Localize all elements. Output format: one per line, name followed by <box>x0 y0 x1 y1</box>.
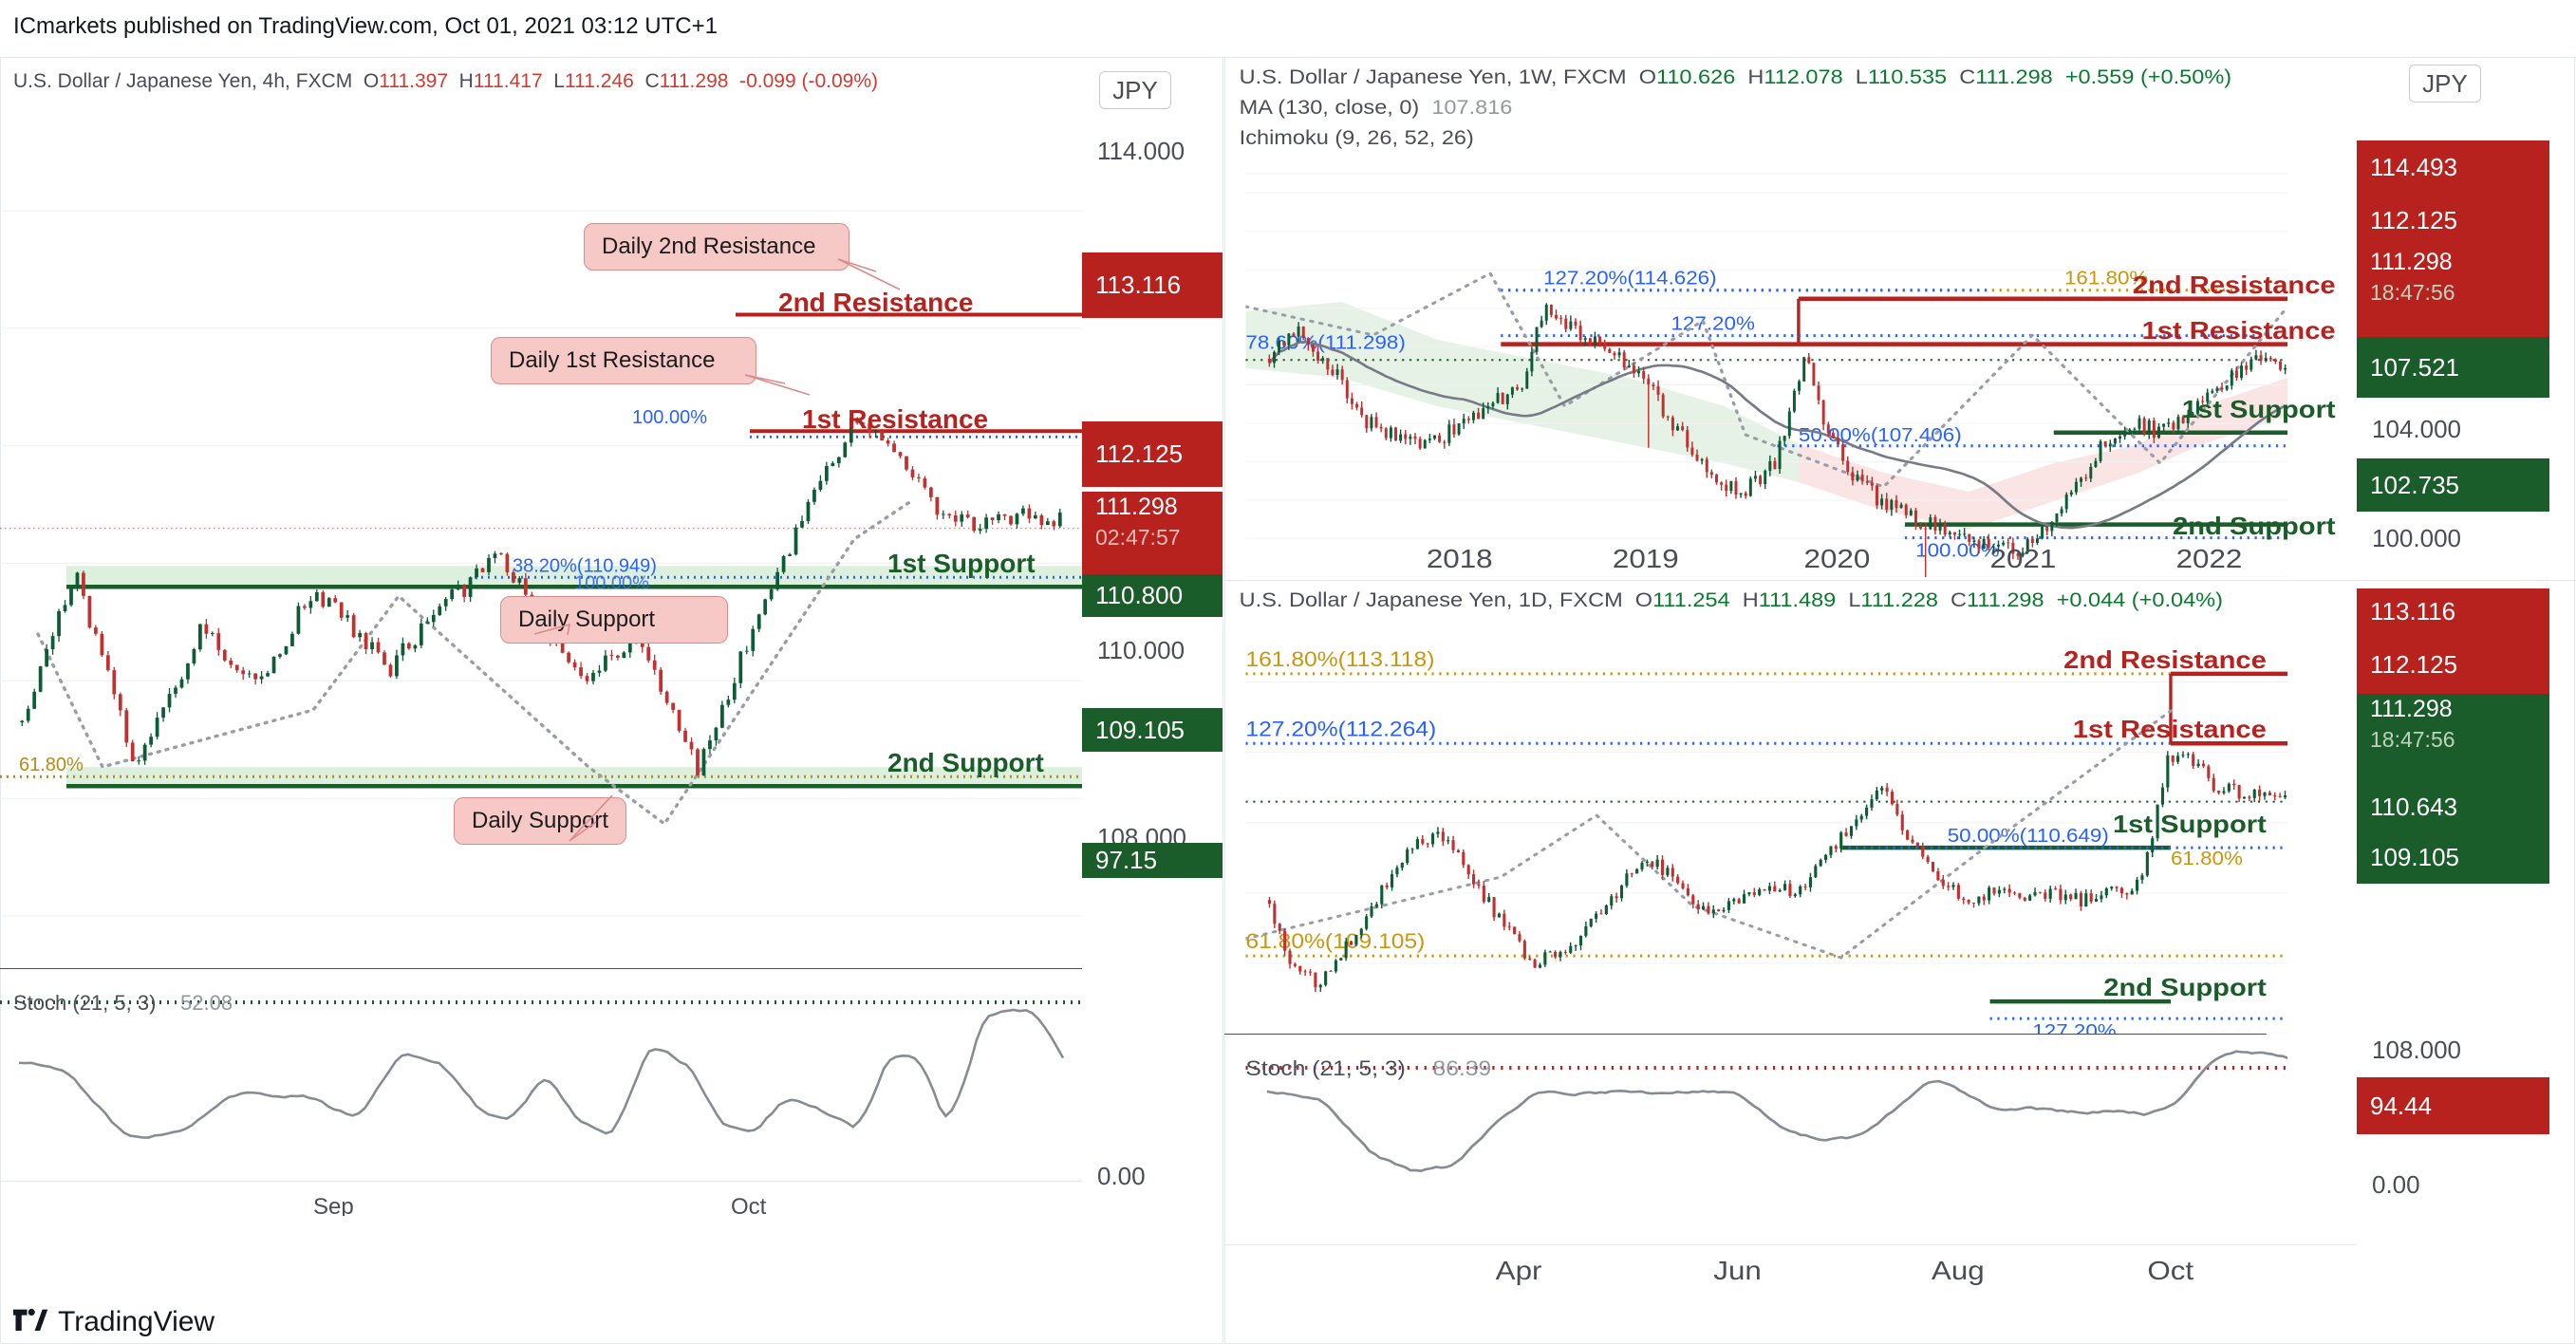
svg-text:86.39: 86.39 <box>1433 1056 1492 1079</box>
svg-text:100.00%: 100.00% <box>632 407 707 428</box>
svg-text:Stoch (21, 5, 3): Stoch (21, 5, 3) <box>13 991 156 1015</box>
svg-text:127.20%: 127.20% <box>2032 1021 2117 1034</box>
svg-text:161.80%(113.118): 161.80%(113.118) <box>1245 647 1434 670</box>
svg-text:61.80%: 61.80% <box>2171 849 2243 869</box>
svg-text:78.60%(111.298): 78.60%(111.298) <box>1245 333 1405 354</box>
svg-text:100.00%: 100.00% <box>1915 541 2000 562</box>
svg-text:127.20%(112.264): 127.20%(112.264) <box>1245 718 1436 740</box>
svg-text:127.20%(114.626): 127.20%(114.626) <box>1543 269 1717 289</box>
svg-text:Stoch (21, 5, 3): Stoch (21, 5, 3) <box>1245 1056 1405 1079</box>
svg-text:100.00%: 100.00% <box>574 572 649 593</box>
svg-text:52.08: 52.08 <box>180 991 233 1015</box>
svg-text:127.20%: 127.20% <box>1671 314 1755 335</box>
svg-text:61.80%: 61.80% <box>19 755 84 775</box>
